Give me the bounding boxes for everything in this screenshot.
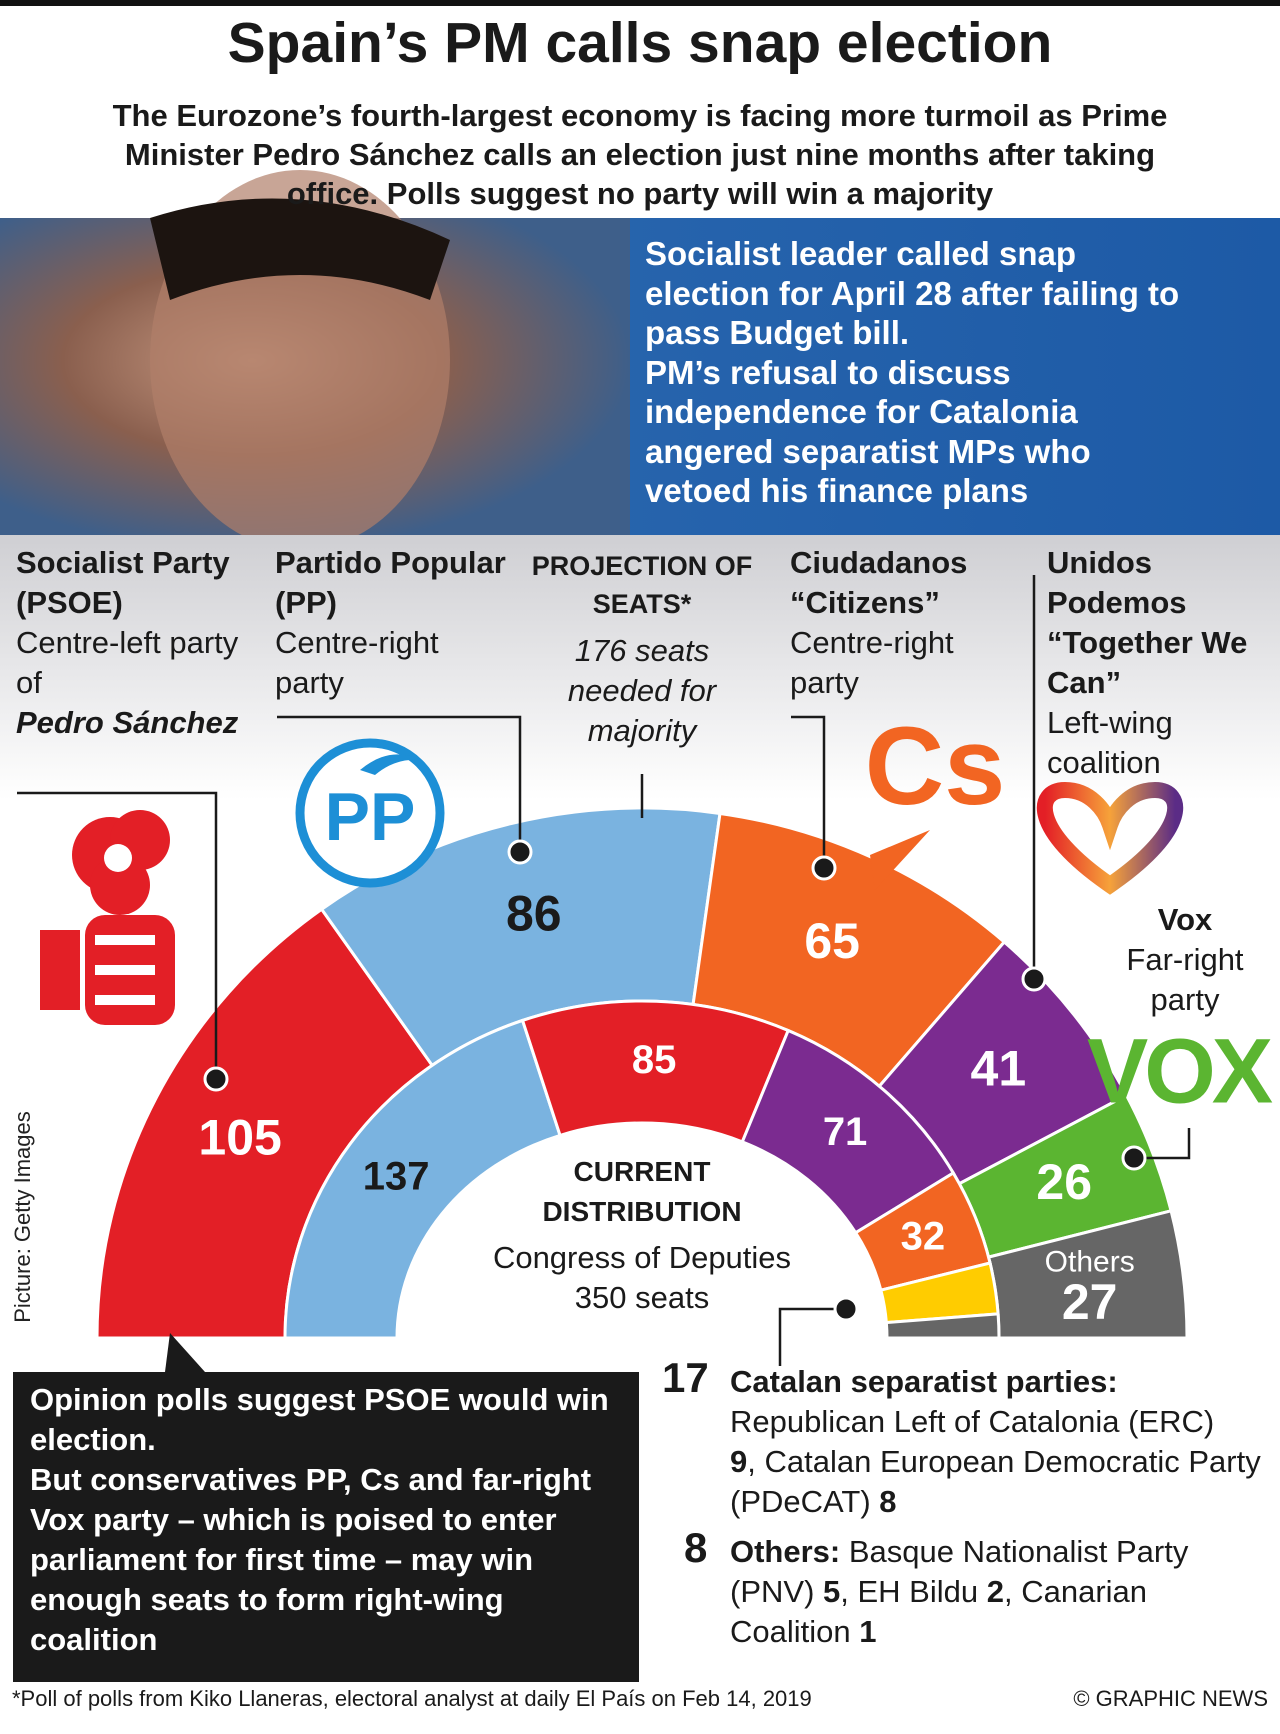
picture-credit: Picture: Getty Images xyxy=(10,1111,35,1323)
note-group: 17 Catalan separatist parties: Republican… xyxy=(662,1357,1272,1522)
party-description: Far-right party xyxy=(1126,942,1244,1017)
segment-label: 105 xyxy=(198,1109,281,1165)
party-leader: Pedro Sánchez xyxy=(16,705,239,740)
gradient-band xyxy=(0,535,1280,800)
party-name: Socialist Party (PSOE) xyxy=(16,545,230,620)
leader-dots xyxy=(203,839,1147,1322)
photo-hair xyxy=(150,198,450,300)
note-item-name: Republican Left of Catalonia (ERC) xyxy=(730,1404,1215,1439)
subtitle: The Eurozone’s fourth-largest economy is… xyxy=(112,98,1168,211)
note-total: 17 xyxy=(662,1354,709,1401)
projection-heading: PROJECTION OF SEATS* xyxy=(531,551,753,619)
note-item-seats: 9 xyxy=(730,1444,748,1479)
leader-line xyxy=(778,1307,846,1366)
note-separator: , xyxy=(1003,1574,1022,1609)
pp-logo: PP xyxy=(295,738,445,888)
intro-paragraph: PM’s refusal to discuss independence for… xyxy=(645,353,1091,510)
current-subheading: Congress of Deputies 350 seats xyxy=(492,1240,792,1315)
note-item-name: EH Bildu xyxy=(857,1574,979,1609)
segment-label: 65 xyxy=(804,913,860,969)
projection-note: 176 seats needed for majority xyxy=(567,633,717,748)
note-total: 8 xyxy=(684,1524,708,1571)
segment-name: Others xyxy=(1045,1246,1135,1279)
note-item-name: Canarian Coalition xyxy=(730,1574,1148,1649)
leader-dot xyxy=(811,855,837,881)
intro: Socialist leader called snap election fo… xyxy=(645,234,1205,511)
leader-dot xyxy=(507,839,533,865)
party-description: Centre-right party xyxy=(790,625,954,700)
intro-paragraph: Socialist leader called snap election fo… xyxy=(645,235,1180,351)
leader-line xyxy=(17,791,218,1079)
leader-dot xyxy=(1021,966,1047,992)
note-heading: Catalan separatist parties: xyxy=(730,1364,1118,1399)
opinion-paragraph: But conservatives PP, Cs and far-right V… xyxy=(30,1462,592,1657)
note-separator: , xyxy=(840,1574,858,1609)
seat-segment xyxy=(884,1312,1001,1340)
note-item-seats: 1 xyxy=(859,1614,877,1649)
segment-label: 86 xyxy=(506,885,562,941)
opinion: Opinion polls suggest PSOE would win ele… xyxy=(30,1380,630,1660)
party-name: Vox xyxy=(1157,902,1213,937)
party-psoe: Socialist Party (PSOE) Centre-left party… xyxy=(16,543,251,743)
opinion-box xyxy=(13,1372,639,1682)
logo-text: Cs xyxy=(865,705,1006,828)
leader-line xyxy=(277,715,522,852)
leader-dot xyxy=(1121,1145,1147,1171)
segment-label: 137 xyxy=(363,1154,430,1198)
segment-label: 26 xyxy=(1036,1154,1092,1210)
psoe-logo xyxy=(40,810,175,1025)
party-name: Ciudadanos “Citizens” xyxy=(790,545,968,620)
projection-header: PROJECTION OF SEATS* 176 seats needed fo… xyxy=(527,547,757,751)
leader-line xyxy=(791,715,826,868)
footnote: *Poll of polls from Kiko Llaneras, elect… xyxy=(12,1686,812,1711)
note-heading: Others: xyxy=(730,1534,841,1569)
note-item-seats: 2 xyxy=(986,1574,1004,1609)
party-description: Centre-right party xyxy=(275,625,439,700)
segment-label: 71 xyxy=(823,1110,868,1154)
note-item-seats: 5 xyxy=(823,1574,841,1609)
opinion-paragraph: Opinion polls suggest PSOE would win ele… xyxy=(30,1382,609,1457)
note-separator: , xyxy=(747,1444,765,1479)
party-pp: Partido Popular (PP) Centre-right party xyxy=(275,543,515,703)
top-rule xyxy=(0,0,1280,6)
current-header: CURRENT DISTRIBUTION Congress of Deputie… xyxy=(452,1152,832,1318)
vox-logo: VOX xyxy=(1087,1020,1273,1122)
note-item-seats: 8 xyxy=(879,1484,897,1519)
leader-dot xyxy=(203,1066,229,1092)
leader-line xyxy=(1134,1128,1191,1160)
note-item-name: Catalan European Democratic Party (PDeCA… xyxy=(730,1444,1261,1519)
logo-text: PP xyxy=(325,779,416,855)
title: Spain’s PM calls snap election xyxy=(227,11,1053,75)
segment-label: 41 xyxy=(971,1041,1027,1097)
cs-logo: Cs xyxy=(865,705,1006,890)
party-vox: Vox Far-right party xyxy=(1110,900,1260,1020)
notes: 17 Catalan separatist parties: Republican… xyxy=(662,1357,1272,1662)
segment-label: 85 xyxy=(632,1038,677,1082)
podemos-logo xyxy=(1036,781,1184,895)
party-description: Centre-left party of xyxy=(16,625,239,700)
opinion-pointer xyxy=(165,1333,205,1372)
leader-lines xyxy=(17,575,1191,1366)
party-cs: Ciudadanos “Citizens” Centre-right party xyxy=(790,543,1020,703)
party-podemos: Unidos Podemos “Together We Can” Left-wi… xyxy=(1047,543,1272,783)
segment-label: 32 xyxy=(901,1214,946,1258)
party-name: Unidos Podemos “Together We Can” xyxy=(1047,545,1248,700)
credit: © GRAPHIC NEWS xyxy=(1073,1686,1268,1711)
segment-label: 27 xyxy=(1062,1274,1118,1330)
leader-dot xyxy=(833,1296,859,1322)
note-item-name: Basque Nationalist Party (PNV) xyxy=(730,1534,1189,1609)
party-name: Partido Popular (PP) xyxy=(275,545,506,620)
party-description: Left-wing coalition xyxy=(1047,705,1173,780)
note-group: 8 Others: Basque Nationalist Party (PNV) … xyxy=(662,1527,1272,1652)
current-heading: CURRENT DISTRIBUTION xyxy=(542,1156,742,1227)
